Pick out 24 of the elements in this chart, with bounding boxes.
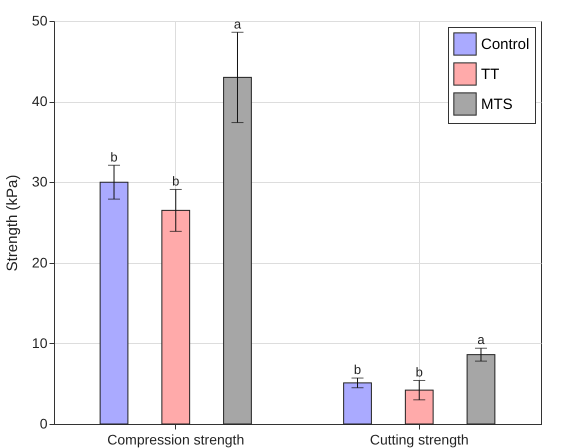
y-tick-label: 10: [32, 334, 48, 351]
legend-label: TT: [481, 66, 500, 83]
annotation: b: [354, 362, 362, 378]
bar: [404, 390, 434, 424]
annotation: a: [234, 16, 242, 32]
bar: [100, 182, 128, 424]
bar: [466, 354, 496, 424]
bar: [161, 210, 190, 424]
bar: [223, 76, 252, 424]
y-tick-label: 20: [32, 254, 48, 270]
y-tick-label: 30: [32, 174, 48, 190]
legend-label: Control: [481, 36, 530, 53]
legend-label: MTS: [481, 96, 513, 113]
annotation: b: [416, 364, 423, 380]
x-tick-label: Compression strength: [107, 432, 244, 448]
y-tick-label: 40: [32, 93, 48, 110]
x-tick-label: Cutting strength: [370, 432, 469, 448]
annotation: a: [477, 332, 486, 348]
annotation: b: [172, 173, 180, 188]
y-axis-title: Strength (kPa): [4, 174, 21, 272]
y-tick-label: 0: [40, 416, 48, 432]
annotation: b: [110, 149, 118, 164]
y-tick-label: 50: [32, 12, 48, 28]
bar: [343, 382, 372, 424]
